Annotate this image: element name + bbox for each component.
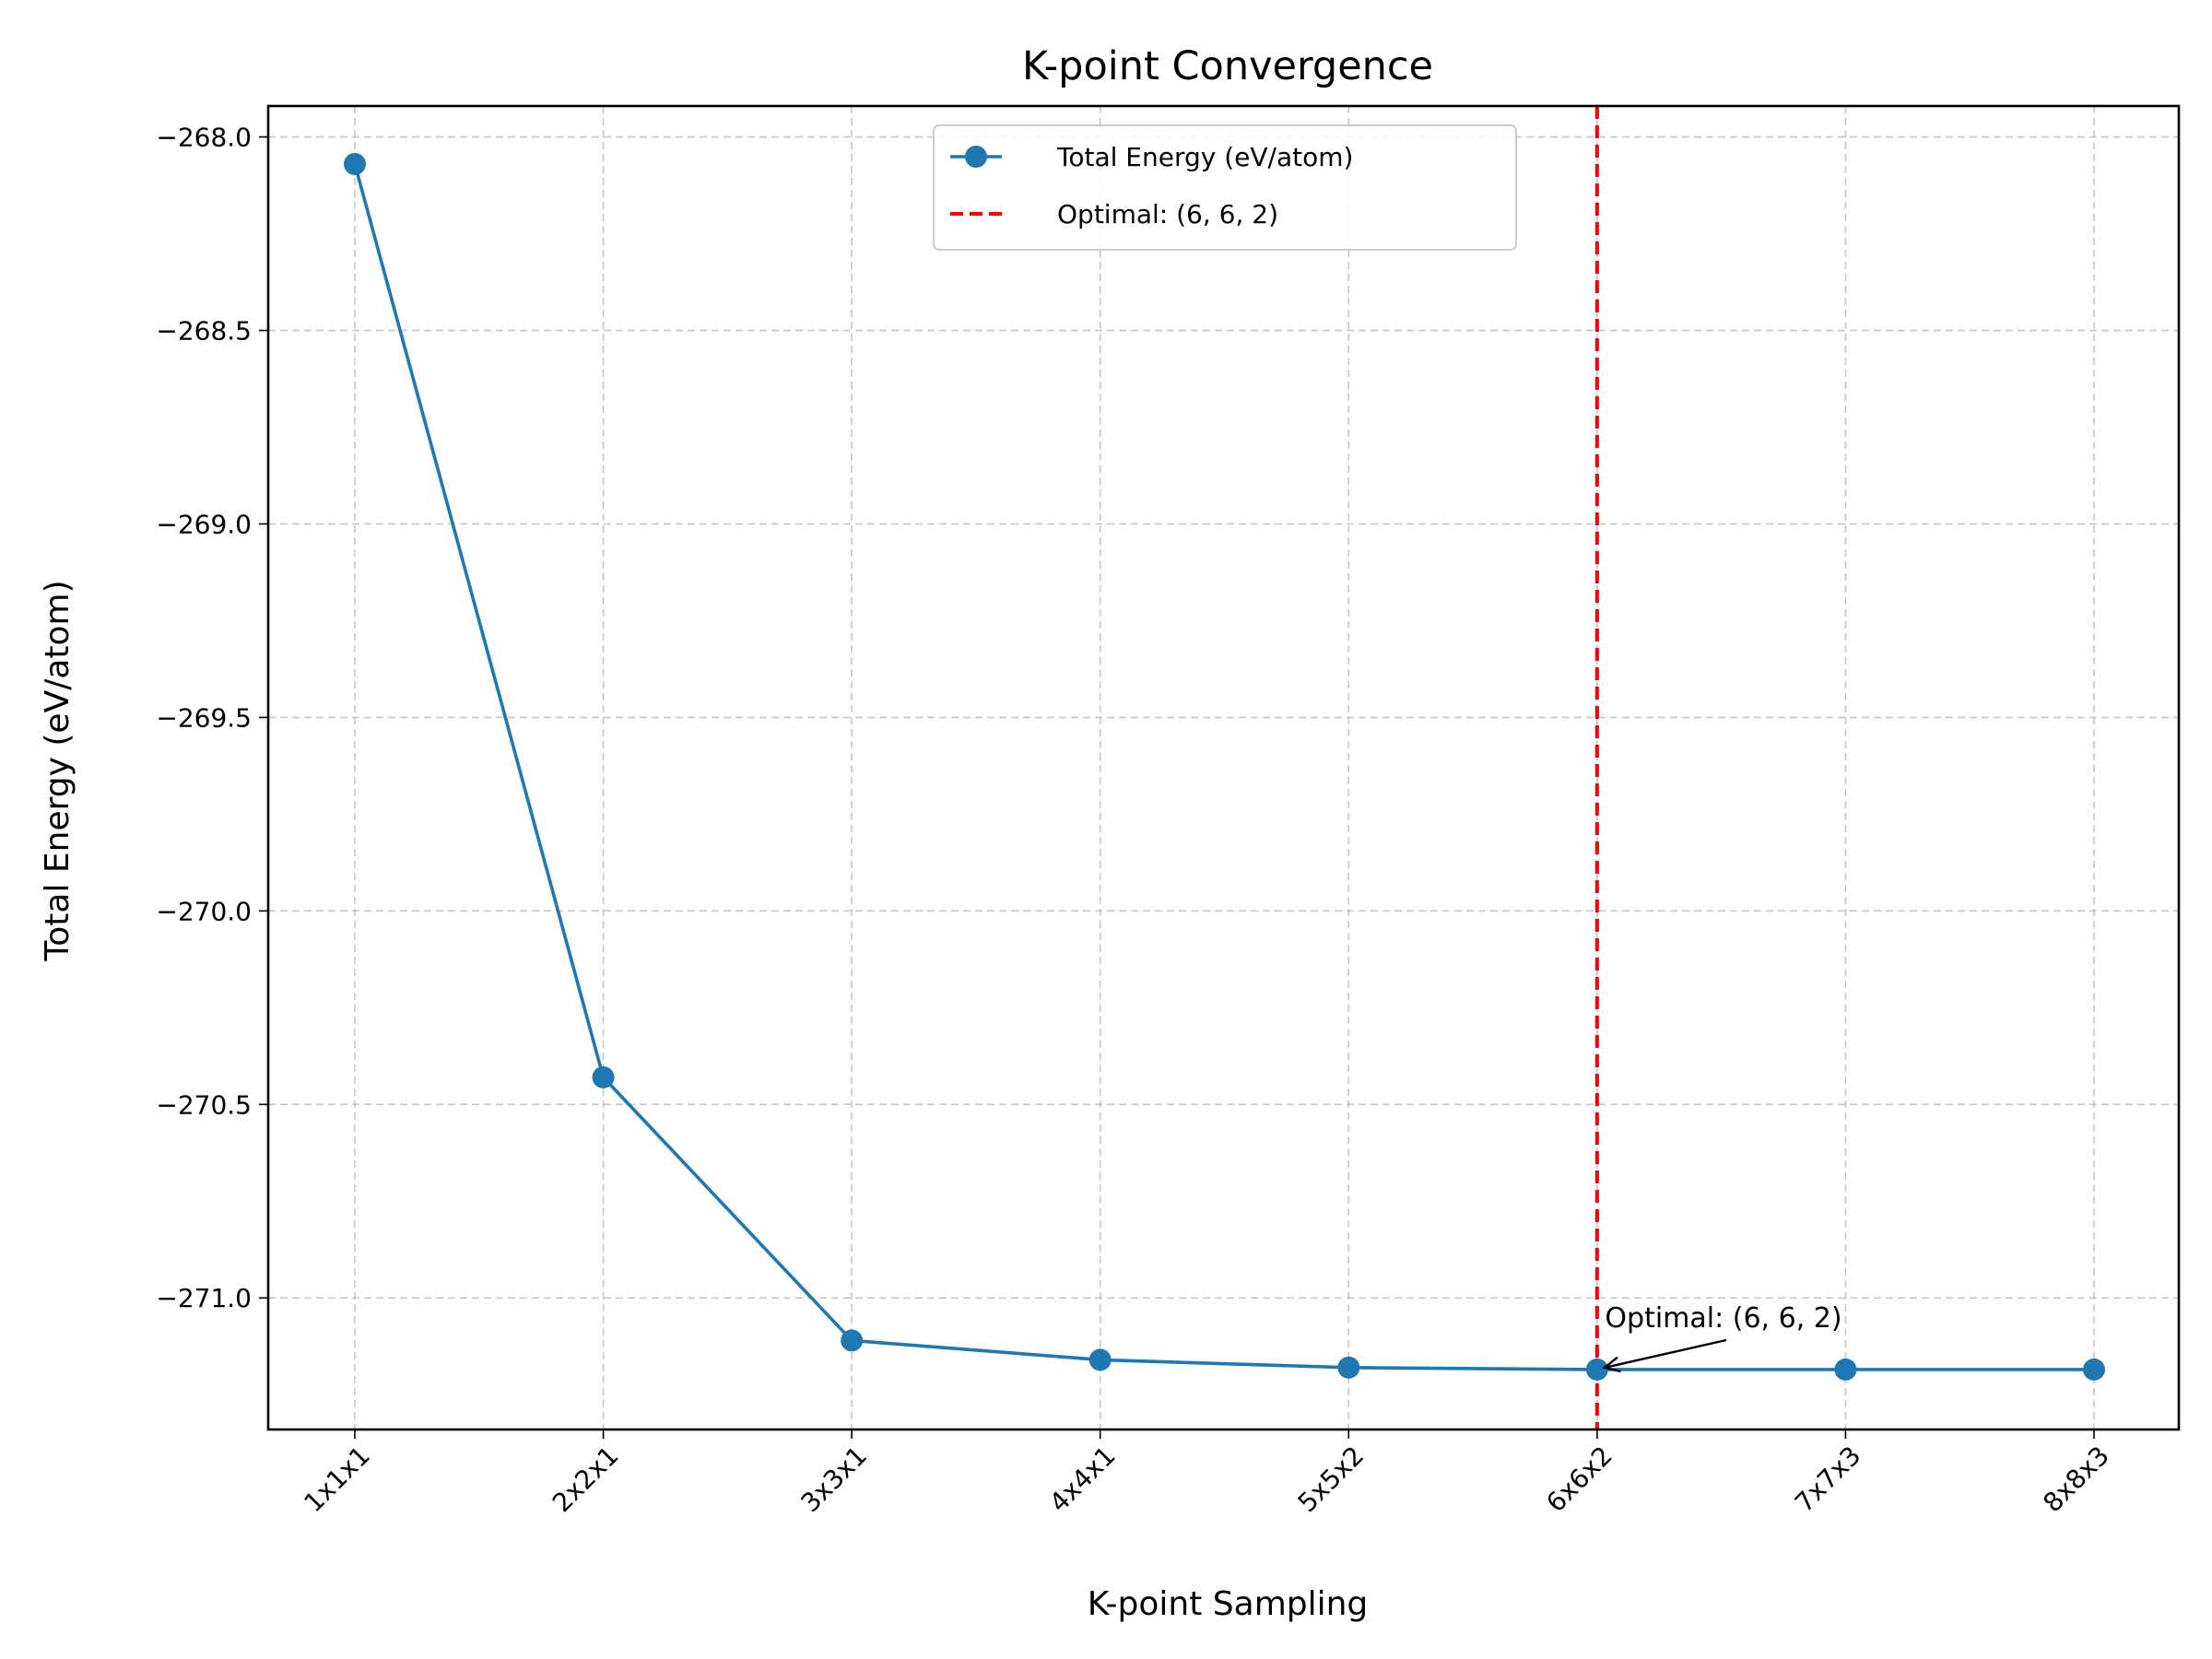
y-tick-label: −270.0 bbox=[156, 896, 252, 926]
data-point-marker bbox=[1088, 1348, 1112, 1371]
y-tick-label: −268.5 bbox=[156, 316, 252, 347]
data-point-marker bbox=[841, 1329, 864, 1352]
annotation-arrow bbox=[1604, 1338, 1727, 1370]
x-axis-title: K-point Sampling bbox=[1088, 1585, 1369, 1623]
y-tick-label: −268.0 bbox=[156, 123, 252, 153]
data-point-marker bbox=[592, 1065, 615, 1088]
legend: Total Energy (eV/atom) Optimal: (6, 6, 2) bbox=[933, 124, 1517, 251]
data-point-marker bbox=[1337, 1356, 1360, 1379]
y-tick-label: −270.5 bbox=[156, 1089, 252, 1120]
annotation-arrowhead bbox=[1602, 1356, 1621, 1373]
legend-label-optimal: Optimal: (6, 6, 2) bbox=[1057, 199, 1278, 229]
series-layer bbox=[344, 152, 2105, 1381]
legend-label-energy: Total Energy (eV/atom) bbox=[1056, 142, 1353, 172]
y-tick-label: −269.5 bbox=[156, 702, 252, 733]
data-point-marker bbox=[2083, 1358, 2105, 1381]
y-tick-label: −269.0 bbox=[156, 509, 252, 539]
plot-frame bbox=[266, 104, 2181, 1431]
legend-marker-energy bbox=[965, 146, 987, 168]
data-point-marker bbox=[1585, 1358, 1608, 1381]
y-tick-label: −271.0 bbox=[156, 1283, 252, 1313]
legend-box bbox=[933, 124, 1517, 251]
annotation-label: Optimal: (6, 6, 2) bbox=[1605, 1302, 1841, 1335]
grid-lines bbox=[268, 106, 2179, 1430]
data-point-marker bbox=[344, 152, 366, 175]
data-point-marker bbox=[1834, 1358, 1857, 1381]
y-axis-title: Total Energy (eV/atom) bbox=[39, 580, 76, 961]
chart-title: K-point Convergence bbox=[1022, 43, 1433, 89]
annotation-layer: Optimal: (6, 6, 2) bbox=[1602, 1302, 1842, 1373]
series-line bbox=[353, 163, 2094, 1371]
